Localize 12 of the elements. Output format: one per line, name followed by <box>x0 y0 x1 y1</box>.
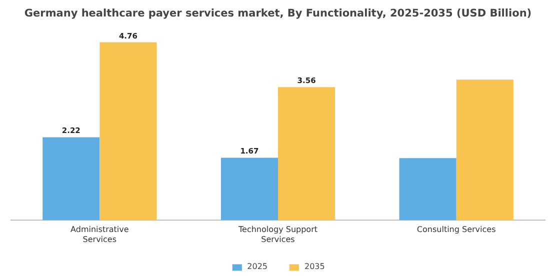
bar <box>220 158 278 220</box>
bar <box>399 158 456 220</box>
x-tick-label: Consulting Services <box>416 225 496 234</box>
bar <box>100 42 157 220</box>
chart-title: Germany healthcare payer services market, By Functionality, 2025-2035 (USD Billion) <box>24 8 532 20</box>
legend-label: 2025 <box>247 262 268 271</box>
bar <box>456 80 514 220</box>
x-tick-label: Technology Support Services <box>238 225 318 244</box>
legend-label: 2035 <box>304 262 325 271</box>
x-tick-label: Administrative Services <box>70 225 129 244</box>
bar <box>278 87 336 220</box>
bar <box>42 137 100 220</box>
